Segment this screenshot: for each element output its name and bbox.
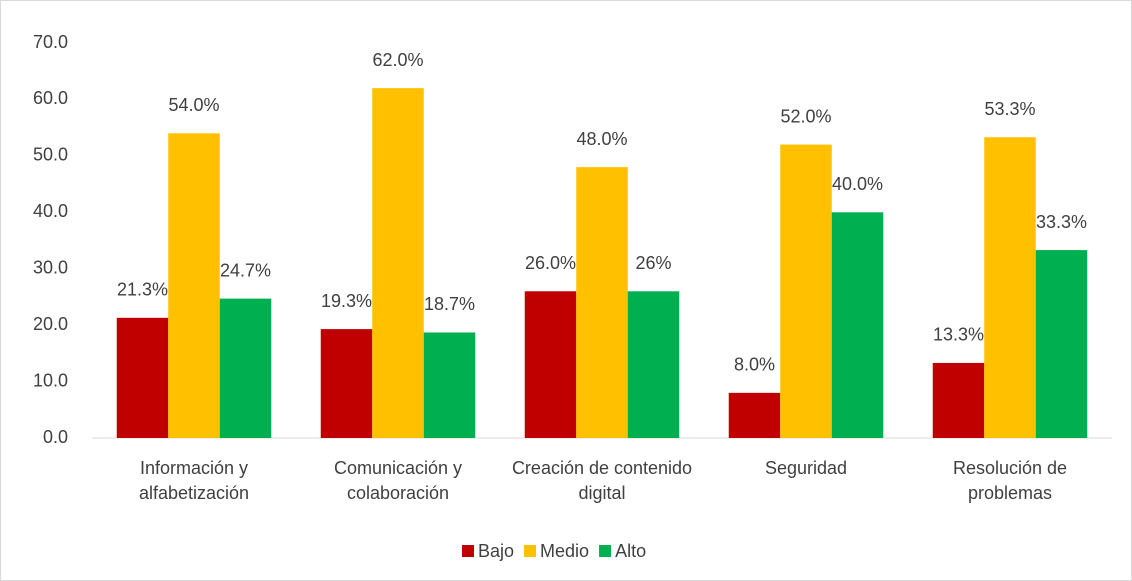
- bar: [932, 362, 985, 438]
- bar: [423, 332, 476, 438]
- x-tick-label: Comunicación y colaboración: [333, 458, 463, 503]
- value-label: 54.0%: [168, 95, 219, 115]
- bar: [831, 212, 884, 438]
- bar: [524, 291, 577, 438]
- x-tick-label: Resolución de problemas: [952, 458, 1068, 503]
- value-label: 13.3%: [933, 325, 984, 345]
- y-tick-label: 70.0: [33, 32, 68, 52]
- y-tick-label: 10.0: [33, 370, 68, 390]
- y-tick-label: 60.0: [33, 88, 68, 108]
- legend-label: Bajo: [478, 541, 514, 561]
- y-tick-label: 0.0: [43, 427, 68, 447]
- legend-label: Alto: [615, 541, 646, 561]
- value-label: 18.7%: [424, 294, 475, 314]
- value-label: 48.0%: [576, 129, 627, 149]
- bar: [984, 137, 1036, 438]
- y-tick-label: 40.0: [33, 201, 68, 221]
- bar: [372, 88, 424, 439]
- legend-label: Medio: [540, 541, 589, 561]
- value-label: 26%: [635, 253, 671, 273]
- value-label: 52.0%: [780, 106, 831, 126]
- legend-swatch: [599, 545, 612, 557]
- bar: [219, 298, 272, 438]
- value-label: 21.3%: [117, 280, 168, 300]
- value-label: 40.0%: [832, 174, 883, 194]
- y-tick-label: 30.0: [33, 257, 68, 277]
- value-label: 19.3%: [321, 291, 372, 311]
- value-label: 26.0%: [525, 253, 576, 273]
- bar: [576, 167, 628, 438]
- bar: [168, 133, 220, 439]
- x-tick-label: Información y alfabetización: [138, 458, 250, 503]
- value-label: 62.0%: [372, 50, 423, 70]
- bar: [627, 291, 680, 438]
- value-label: 53.3%: [984, 99, 1035, 119]
- bar: [1035, 250, 1088, 438]
- y-tick-label: 50.0: [33, 145, 68, 165]
- legend-swatch: [462, 545, 474, 557]
- value-label: 33.3%: [1036, 212, 1087, 232]
- legend-swatch: [524, 545, 537, 557]
- value-label: 8.0%: [734, 355, 775, 375]
- bar: [780, 144, 832, 439]
- x-tick-label: Creación de contenido digital: [511, 458, 693, 503]
- bar: [116, 317, 169, 438]
- bar: [320, 329, 373, 438]
- value-label: 24.7%: [220, 260, 271, 280]
- bar: [728, 392, 781, 438]
- x-tick-label: Seguridad: [764, 458, 848, 478]
- y-tick-label: 20.0: [33, 314, 68, 334]
